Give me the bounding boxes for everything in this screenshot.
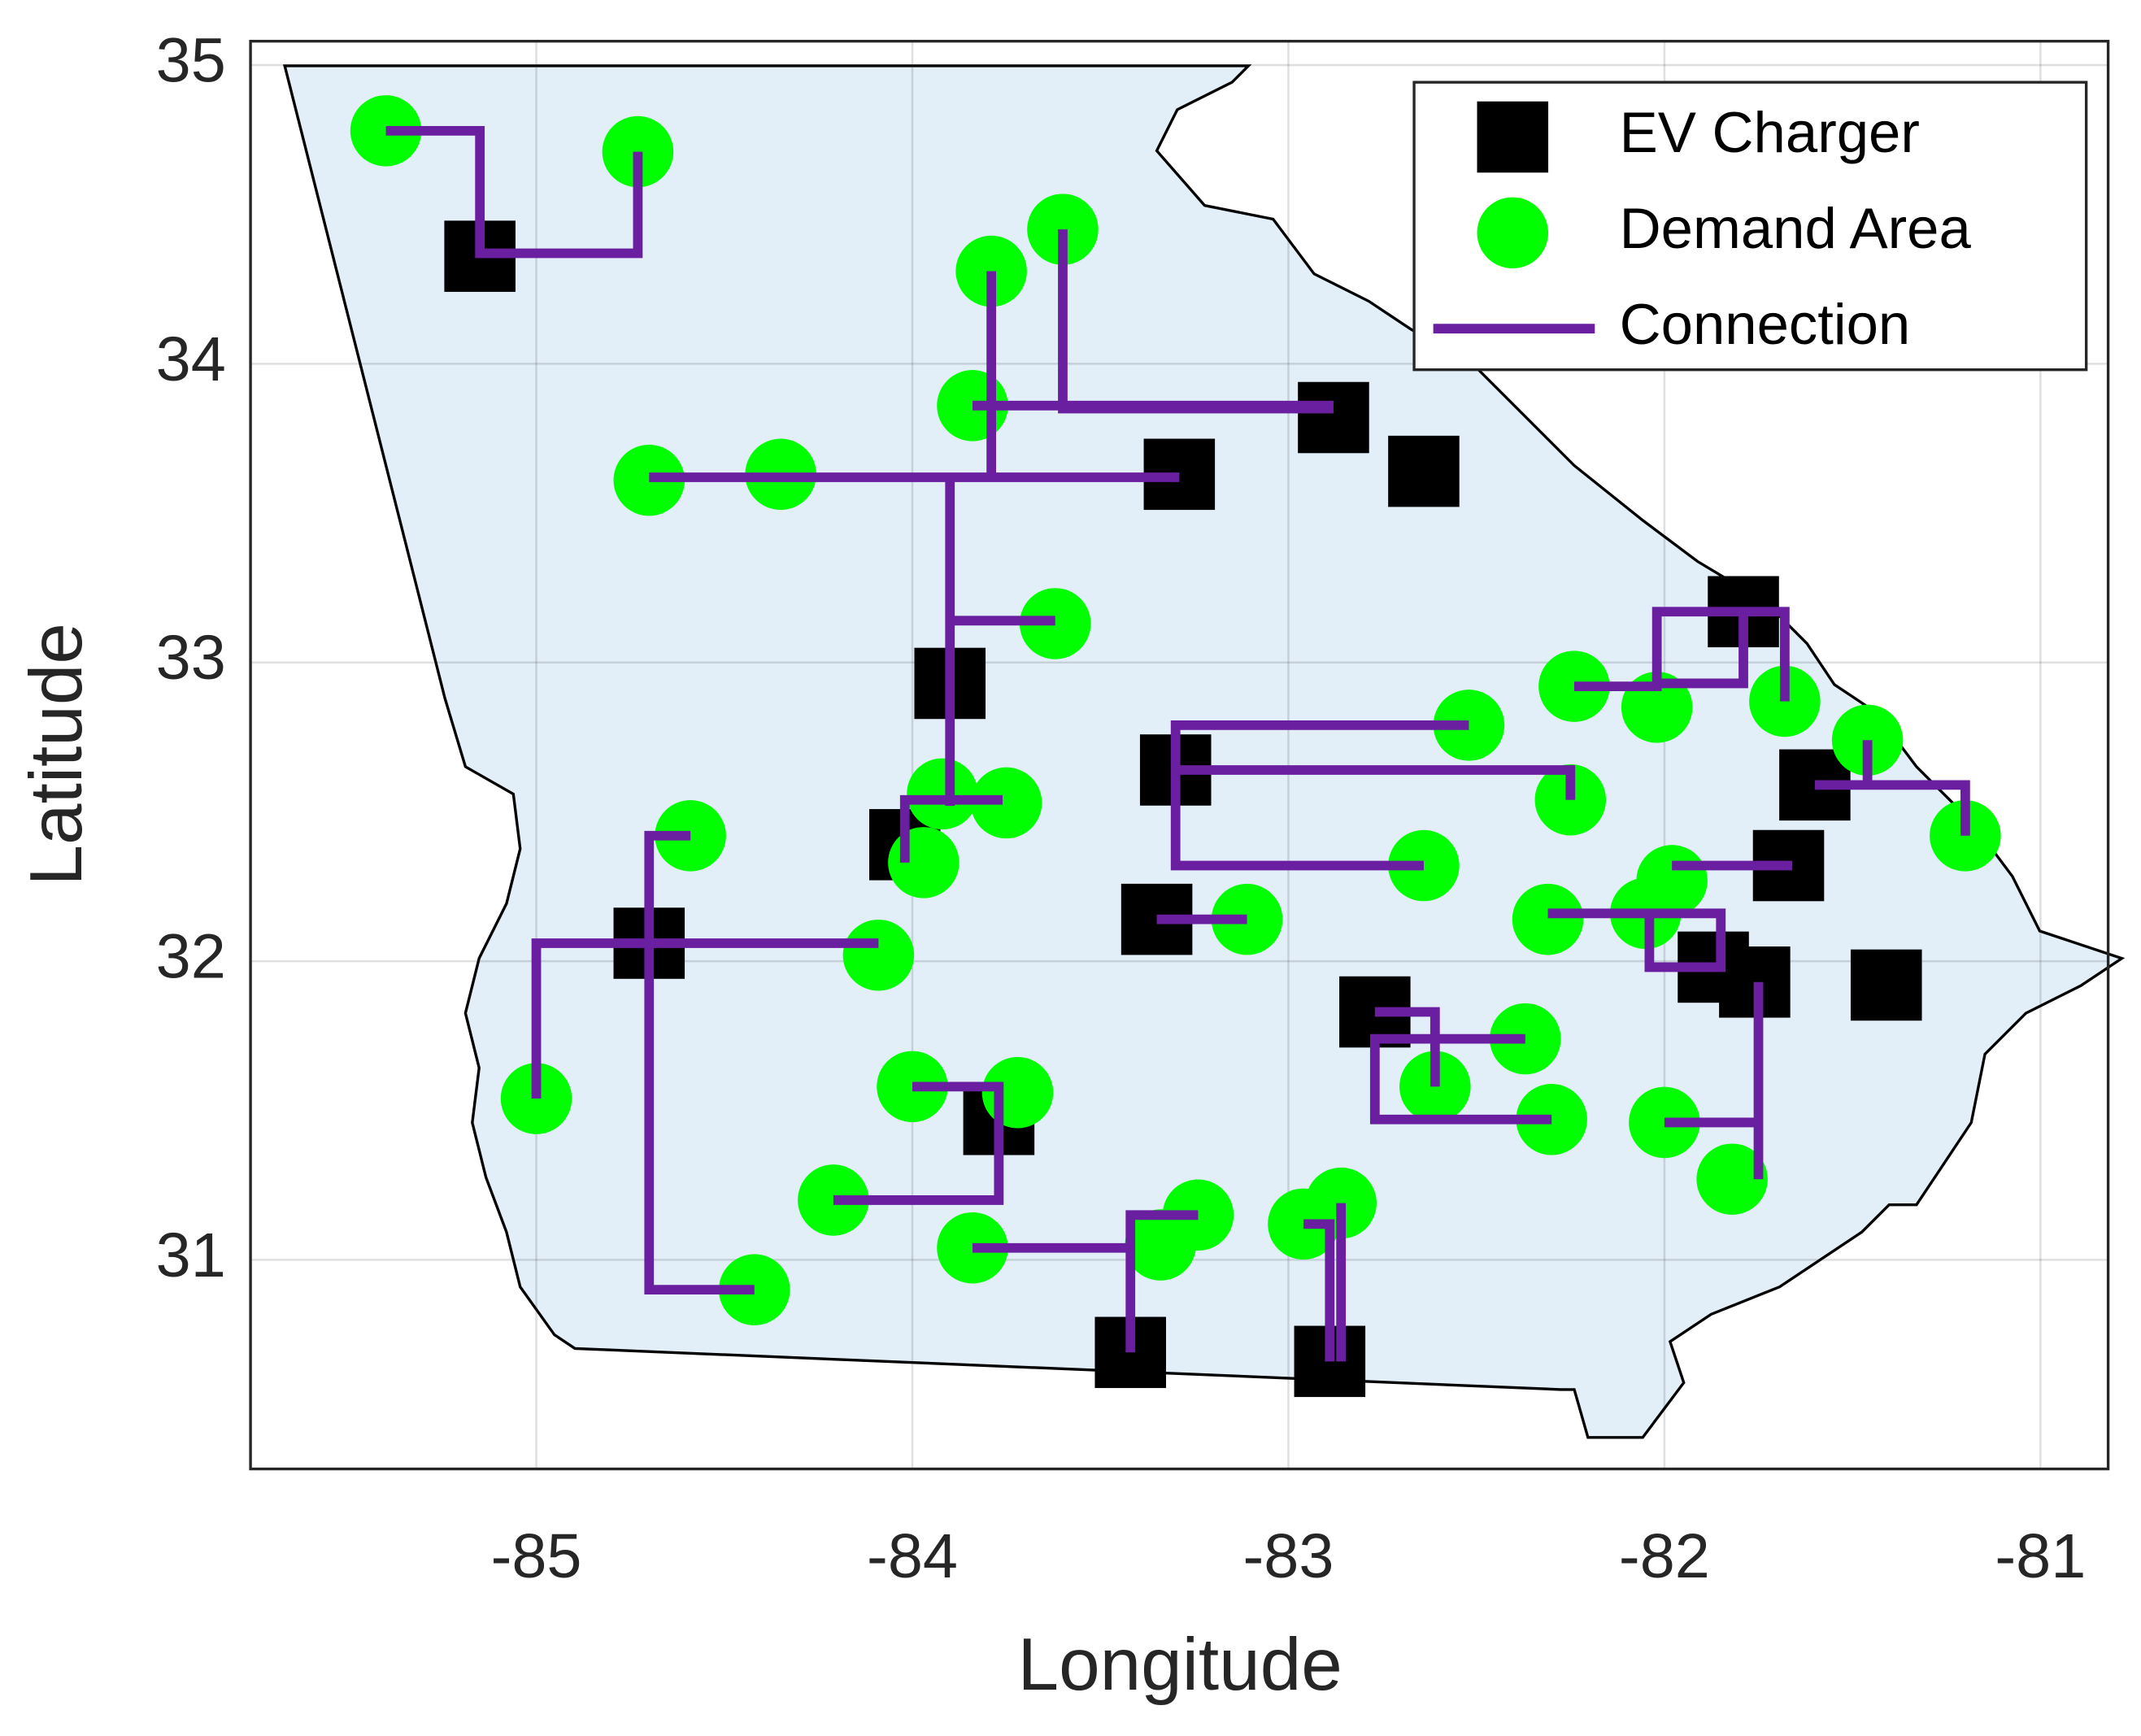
x-axis-label: Longitude	[1018, 1624, 1342, 1706]
y-tick-label: 34	[156, 324, 226, 394]
demand-area	[955, 235, 1027, 307]
y-tick-label: 31	[156, 1220, 226, 1290]
legend-label: Connection	[1620, 292, 1911, 356]
demand-area	[970, 767, 1042, 839]
marks	[350, 95, 2001, 1398]
demand-area	[842, 919, 915, 991]
legend-symbol	[1477, 101, 1549, 173]
x-tick-label: -84	[867, 1521, 958, 1591]
ev-charger	[1850, 949, 1922, 1021]
y-tick-label: 33	[156, 623, 226, 693]
demand-area	[981, 1056, 1054, 1129]
legend-label: Demand Area	[1620, 196, 1972, 260]
legend-symbol	[1477, 197, 1549, 269]
legend-label: EV Charger	[1620, 100, 1920, 164]
legend: EV Charger Demand Area Connection	[1412, 80, 2088, 372]
y-axis-label: Latitude	[15, 623, 98, 885]
demand-area	[798, 1164, 869, 1236]
x-tick-label: -83	[1242, 1521, 1334, 1591]
demand-area	[888, 827, 960, 898]
demand-area	[1125, 1209, 1196, 1281]
y-tick-label: 35	[156, 26, 226, 96]
grid	[250, 41, 2108, 1469]
demand-area	[1512, 883, 1584, 955]
x-tick-label: -82	[1619, 1521, 1710, 1591]
x-tick-label: -85	[491, 1521, 582, 1591]
connection-line	[385, 125, 1970, 1362]
ev-charger	[1298, 381, 1369, 454]
ev-charger	[1388, 435, 1460, 507]
demand-area	[1696, 1143, 1768, 1216]
demand-area	[907, 758, 978, 830]
x-tick-label: -81	[1995, 1521, 2086, 1591]
y-tick-label: 32	[156, 922, 226, 992]
axes-box	[249, 39, 2110, 1471]
